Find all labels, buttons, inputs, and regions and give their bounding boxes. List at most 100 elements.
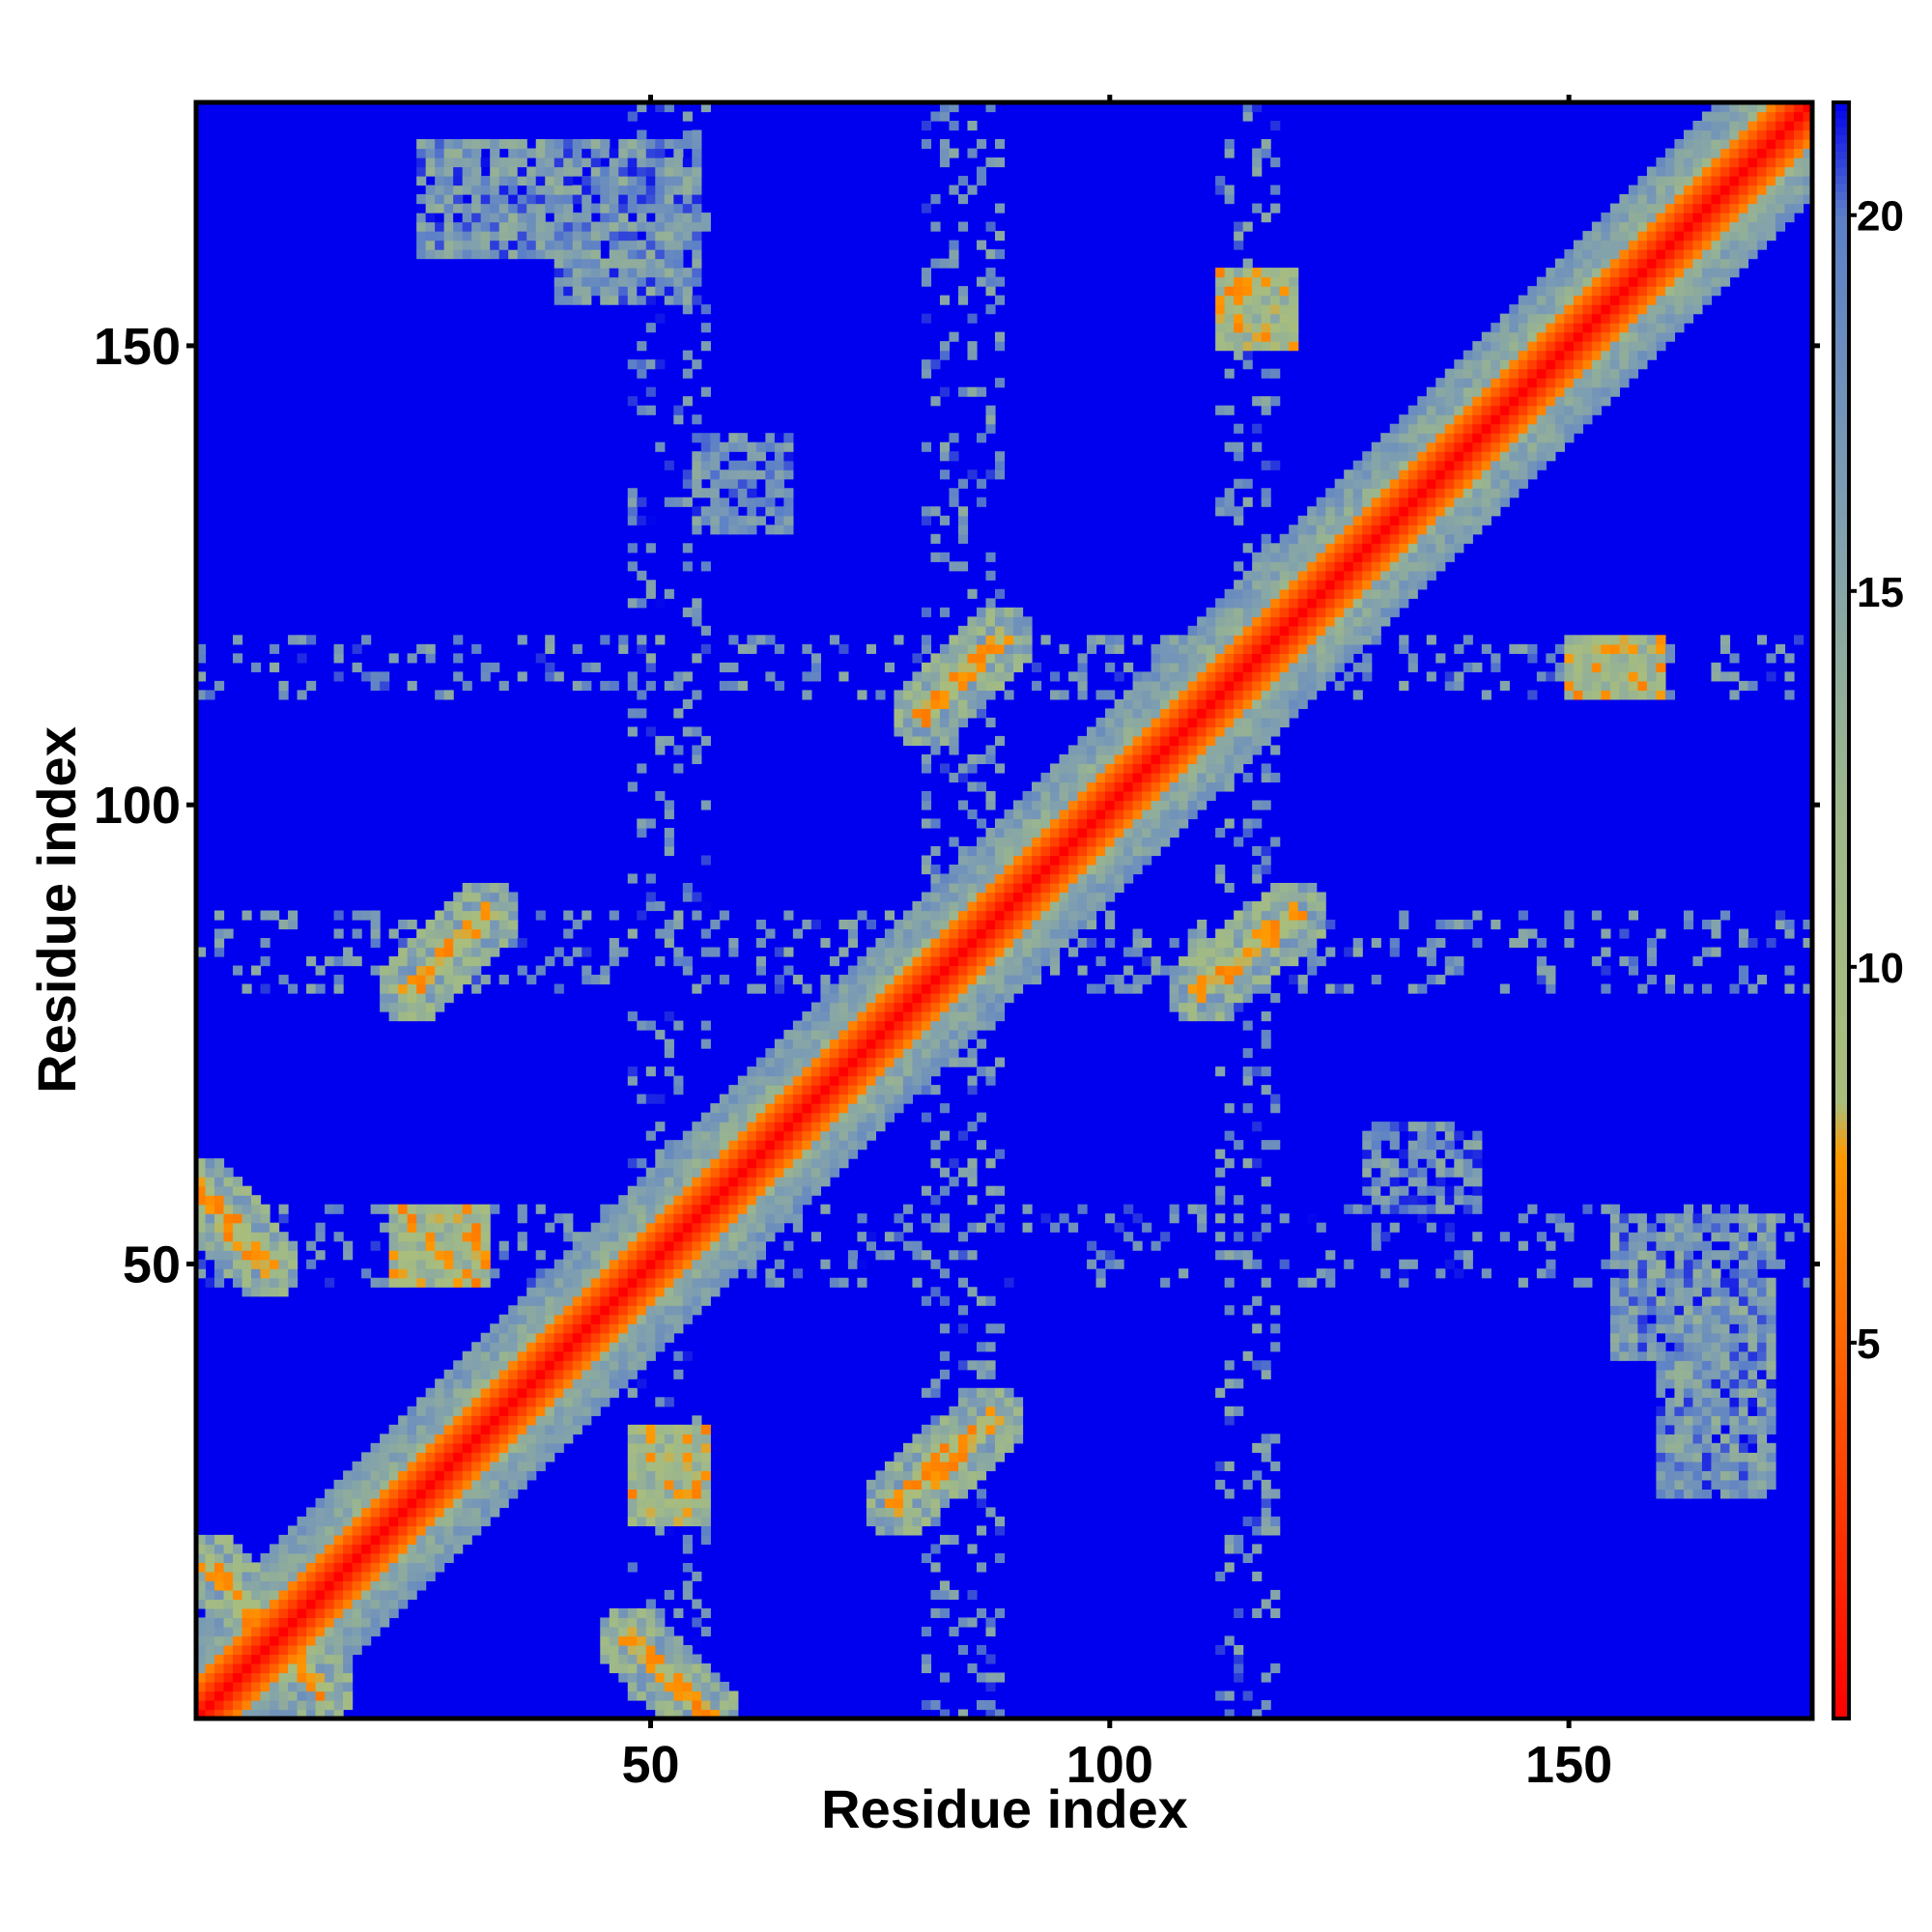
heatmap-cell <box>270 1635 280 1646</box>
heatmap-cell <box>939 1479 951 1490</box>
heatmap-cell <box>325 1672 335 1683</box>
heatmap-cell <box>508 1350 519 1361</box>
heatmap-cell <box>1261 1066 1271 1077</box>
heatmap-cell <box>443 1204 454 1214</box>
heatmap-cell <box>618 1332 629 1343</box>
heatmap-cell <box>673 745 684 755</box>
heatmap-cell <box>1179 763 1189 774</box>
heatmap-cell <box>627 1507 638 1518</box>
heatmap-cell <box>453 635 464 645</box>
heatmap-cell <box>205 1250 215 1261</box>
heatmap-cell <box>435 185 445 195</box>
heatmap-cell <box>930 1259 941 1269</box>
heatmap-cell <box>1013 956 1024 967</box>
heatmap-cell <box>582 249 592 260</box>
heatmap-cell <box>1224 598 1235 609</box>
heatmap-cell <box>214 1599 225 1609</box>
heatmap-cell <box>976 1387 987 1398</box>
heatmap-cell <box>618 240 629 250</box>
heatmap-cell <box>645 1350 656 1361</box>
heatmap-cell <box>930 1424 941 1435</box>
heatmap-cell <box>1068 781 1079 792</box>
heatmap-cell <box>260 1617 270 1628</box>
heatmap-cell <box>847 1122 859 1132</box>
heatmap-cell <box>1114 781 1124 792</box>
heatmap-cell <box>700 975 711 985</box>
heatmap-cell <box>233 1644 243 1656</box>
heatmap-cell <box>692 295 702 305</box>
heatmap-cell <box>251 1626 262 1637</box>
heatmap-cell <box>343 1552 354 1564</box>
heatmap-cell <box>719 1268 729 1279</box>
heatmap-cell <box>1242 1690 1253 1701</box>
heatmap-cell <box>637 1607 647 1619</box>
heatmap-cell <box>425 1544 436 1554</box>
heatmap-cell <box>1068 900 1079 912</box>
heatmap-cell <box>388 1470 399 1481</box>
heatmap-cell <box>985 920 996 930</box>
heatmap-cell <box>700 1295 711 1306</box>
heatmap-cell <box>774 478 784 489</box>
heatmap-cell <box>1234 1644 1244 1656</box>
heatmap-cell <box>435 157 445 168</box>
heatmap-cell <box>637 1268 647 1279</box>
heatmap-cell <box>545 240 555 250</box>
heatmap-cell <box>1087 983 1097 994</box>
heatmap-cell <box>692 359 702 370</box>
heatmap-cell <box>618 148 629 158</box>
heatmap-cell <box>866 983 877 994</box>
heatmap-cell <box>1234 662 1244 672</box>
heatmap-cell <box>563 148 574 158</box>
heatmap-cell <box>976 1112 987 1122</box>
heatmap-cell <box>692 745 702 755</box>
heatmap-cell <box>1179 690 1189 700</box>
heatmap-cell <box>563 176 574 186</box>
heatmap-cell <box>508 203 519 213</box>
heatmap-cell <box>994 276 1006 287</box>
heatmap-cell <box>590 176 601 186</box>
heatmap-cell <box>994 1204 1006 1214</box>
heatmap-cell <box>1087 635 1097 645</box>
heatmap-cell <box>994 845 1006 857</box>
heatmap-cell <box>700 1167 711 1178</box>
heatmap-cell <box>1215 1149 1226 1159</box>
heatmap-cell <box>196 1662 207 1674</box>
heatmap-cell <box>1040 900 1051 912</box>
heatmap-cell <box>1242 323 1253 333</box>
heatmap-cell <box>994 1011 1006 1022</box>
heatmap-cell <box>416 1544 427 1554</box>
heatmap-cell <box>884 1094 895 1104</box>
heatmap-cell <box>719 525 729 535</box>
heatmap-cell <box>526 1314 537 1324</box>
heatmap-cell <box>912 1048 923 1059</box>
heatmap-cell <box>765 1112 776 1122</box>
heatmap-cell <box>425 1452 436 1463</box>
heatmap-cell <box>912 1489 923 1499</box>
heatmap-cell <box>233 1240 243 1251</box>
heatmap-cell <box>692 506 702 517</box>
heatmap-cell <box>792 1085 803 1095</box>
heatmap-cell <box>930 533 941 544</box>
heatmap-cell <box>737 1195 748 1206</box>
heatmap-cell <box>664 249 674 260</box>
heatmap-cell <box>875 1489 886 1499</box>
heatmap-cell <box>673 1323 684 1334</box>
heatmap-cell <box>370 1452 381 1463</box>
heatmap-cell <box>627 1452 638 1463</box>
heatmap-cell <box>480 1434 491 1444</box>
heatmap-cell <box>957 864 969 875</box>
heatmap-cell <box>278 1617 289 1628</box>
heatmap-cell <box>902 1057 914 1067</box>
heatmap-cell <box>352 1589 362 1601</box>
heatmap-cell <box>921 1066 932 1077</box>
heatmap-cell <box>967 1122 978 1132</box>
heatmap-cell <box>820 1020 831 1031</box>
heatmap-cell <box>517 1452 527 1463</box>
heatmap-cell <box>407 1232 417 1242</box>
heatmap-cell <box>939 1415 951 1426</box>
heatmap-cell <box>425 975 436 985</box>
heatmap-cell <box>700 221 711 232</box>
heatmap-cell <box>1234 478 1244 489</box>
heatmap-cell <box>288 1525 298 1536</box>
